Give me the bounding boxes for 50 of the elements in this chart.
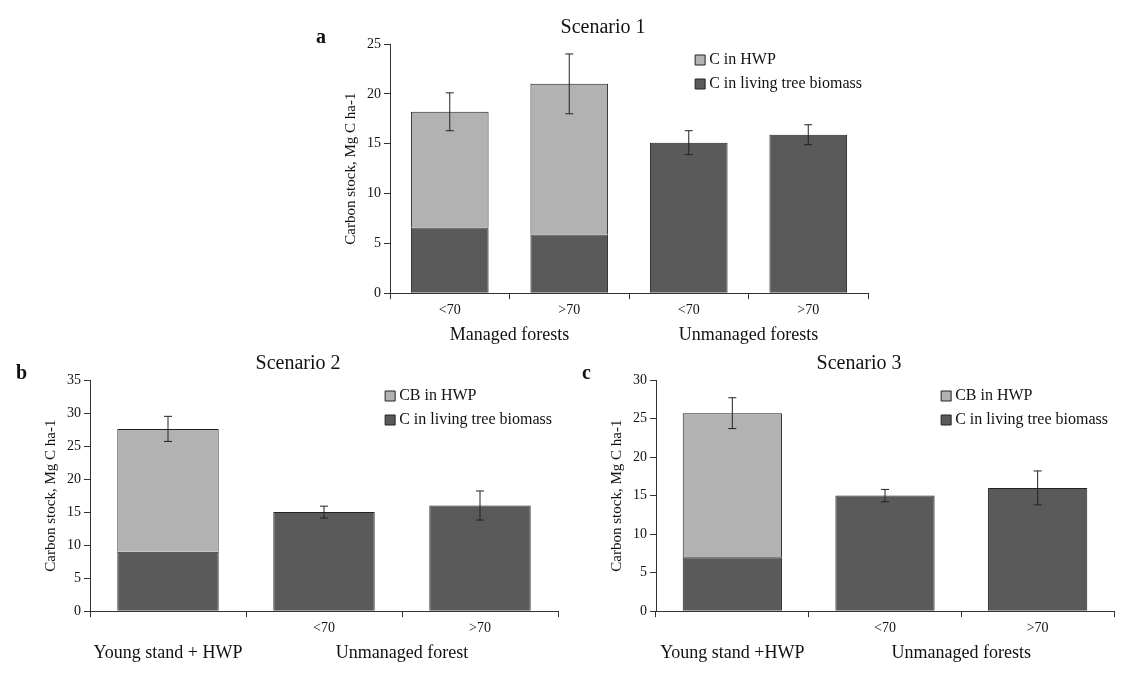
chart-title: Scenario 3	[816, 351, 902, 374]
x-tick-label: >70	[558, 302, 581, 318]
y-tick-label: 25	[367, 35, 381, 51]
y-tick-label: 10	[367, 185, 381, 201]
text: Unmanaged forests	[891, 641, 1032, 662]
text: Young stand + HWP	[93, 641, 243, 662]
legend-label: C in HWP	[709, 50, 776, 68]
x-tick-label: >70	[1026, 620, 1049, 636]
y-tick-label: 5	[374, 235, 381, 251]
y-tick-label: 10	[633, 525, 647, 541]
y-tick-label: 30	[67, 404, 81, 420]
text: Young stand +HWP	[660, 641, 805, 662]
legend-label: C in living tree biomass	[955, 410, 1108, 429]
y-tick-label: 0	[640, 602, 647, 618]
y-tick-label: 5	[640, 564, 647, 580]
y-tick-label: 15	[633, 487, 647, 503]
legend-label: CB in HWP	[955, 386, 1033, 404]
x-tick-label: <70	[874, 620, 896, 636]
y-tick-label: 0	[74, 602, 81, 618]
y-tick-label: 20	[67, 470, 81, 486]
x-tick-label: <70	[313, 620, 335, 636]
x-tick-label: >70	[797, 302, 820, 318]
text: Unmanaged forests	[678, 323, 819, 344]
x-tick-label: >70	[469, 620, 491, 636]
legend-label: CB in HWP	[399, 386, 477, 404]
y-axis-title: Carbon stock, Mg C ha-1	[41, 419, 58, 572]
y-axis-title: Carbon stock, Mg C ha-1	[341, 92, 358, 245]
y-tick-label: 30	[633, 371, 647, 387]
legend-label: C in living tree biomass	[709, 74, 862, 93]
y-tick-label: 5	[74, 569, 81, 585]
chart-title: Scenario 2	[255, 351, 341, 374]
text: b	[16, 361, 28, 384]
y-tick-label: 25	[67, 437, 81, 453]
text: c	[582, 361, 591, 384]
y-tick-label: 10	[67, 536, 81, 552]
y-tick-label: 20	[367, 85, 381, 101]
chart-title: Scenario 1	[560, 15, 646, 38]
y-tick-label: 15	[67, 503, 81, 519]
y-axis-title: Carbon stock, Mg C ha-1	[607, 419, 624, 572]
y-tick-label: 0	[374, 284, 381, 300]
y-tick-label: 35	[67, 371, 81, 387]
y-tick-label: 15	[367, 135, 381, 151]
text: Managed forests	[449, 323, 570, 344]
legend-label: C in living tree biomass	[399, 410, 552, 429]
text: a	[316, 25, 326, 48]
text: Unmanaged forest	[335, 641, 469, 662]
y-tick-label: 20	[633, 448, 647, 464]
x-tick-label: <70	[677, 302, 700, 318]
x-tick-label: <70	[438, 302, 461, 318]
y-tick-label: 25	[633, 410, 647, 426]
